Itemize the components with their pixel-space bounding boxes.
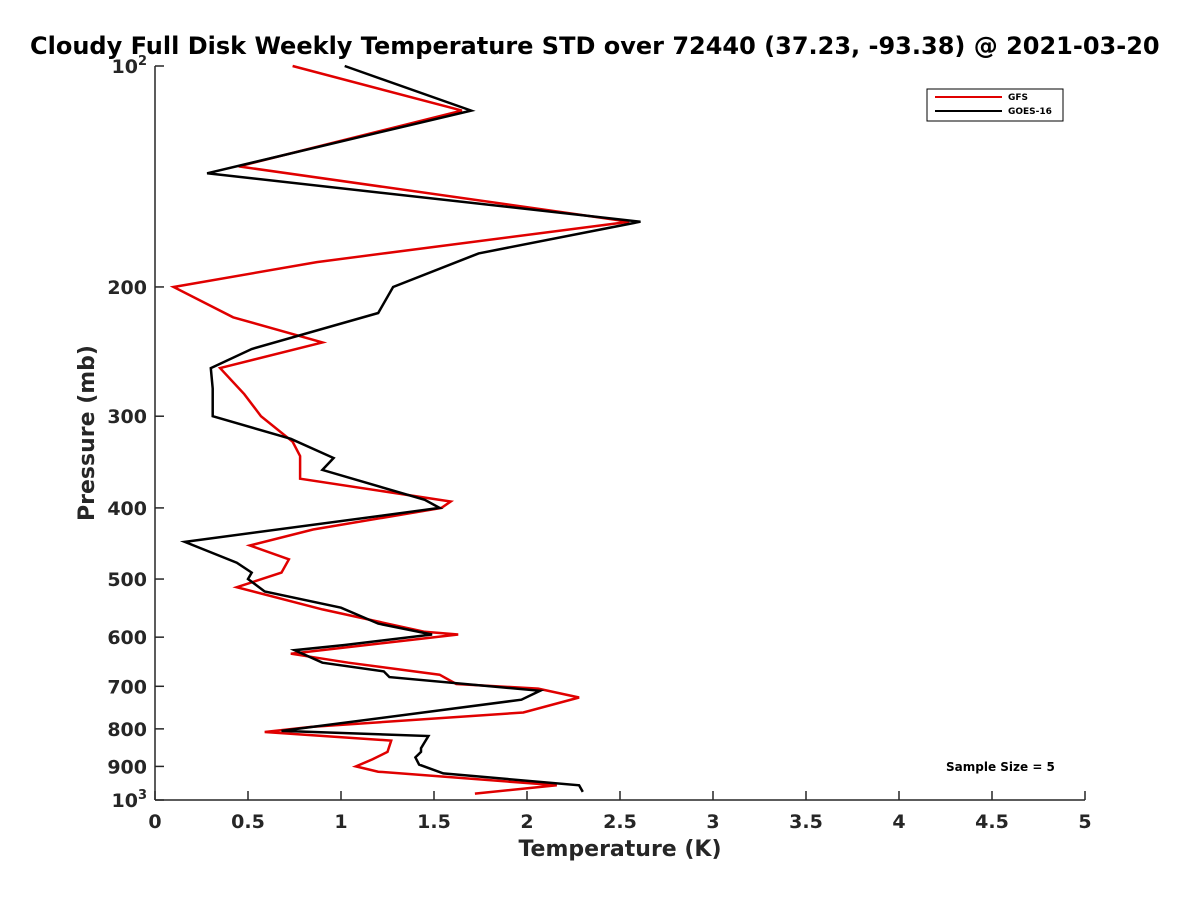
y-tick-label: 300	[107, 406, 147, 428]
y-tick-label: 200	[107, 277, 147, 299]
x-tick-label: 4	[892, 811, 905, 833]
legend-box	[926, 88, 1064, 122]
legend: GFS GOES-16	[926, 88, 1064, 122]
x-tick-label: 0	[148, 811, 161, 833]
x-tick-label: 1.5	[417, 811, 451, 833]
y-tick-label: 700	[107, 676, 147, 698]
x-ticks: 0 0.5 1 1.5 2 2.5 3 3.5 4 4.5 5	[148, 791, 1092, 833]
y-ticks: 102 200 300 400 500 600 700 800 900 103	[107, 54, 164, 812]
x-tick-label: 3	[706, 811, 719, 833]
sample-size-annotation: Sample Size = 5	[946, 760, 1055, 774]
y-tick-label: 600	[107, 627, 147, 649]
y-tick-label: 800	[107, 719, 147, 741]
series-layer	[169, 64, 641, 795]
legend-label-goes16: GOES-16	[1008, 107, 1052, 117]
x-tick-label: 2	[520, 811, 533, 833]
x-tick-label: 4.5	[975, 811, 1009, 833]
x-tick-label: 3.5	[789, 811, 823, 833]
x-axis-label: Temperature (K)	[518, 837, 721, 862]
x-tick-label: 2.5	[603, 811, 637, 833]
legend-label-gfs: GFS	[1008, 93, 1028, 103]
y-tick-label: 500	[107, 569, 147, 591]
y-tick-label: 103	[112, 788, 148, 812]
series-line-goes16	[179, 64, 641, 793]
y-tick-label: 900	[107, 756, 147, 778]
chart-title: Cloudy Full Disk Weekly Temperature STD …	[30, 32, 1160, 60]
x-tick-label: 0.5	[231, 811, 265, 833]
plot-area	[155, 66, 1085, 800]
x-tick-label: 1	[334, 811, 347, 833]
y-tick-label: 400	[107, 498, 147, 520]
series-line-gfs	[169, 64, 630, 795]
x-tick-label: 5	[1078, 811, 1091, 833]
y-axis-label: Pressure (mb)	[75, 345, 100, 521]
y-tick-label: 102	[112, 54, 148, 78]
